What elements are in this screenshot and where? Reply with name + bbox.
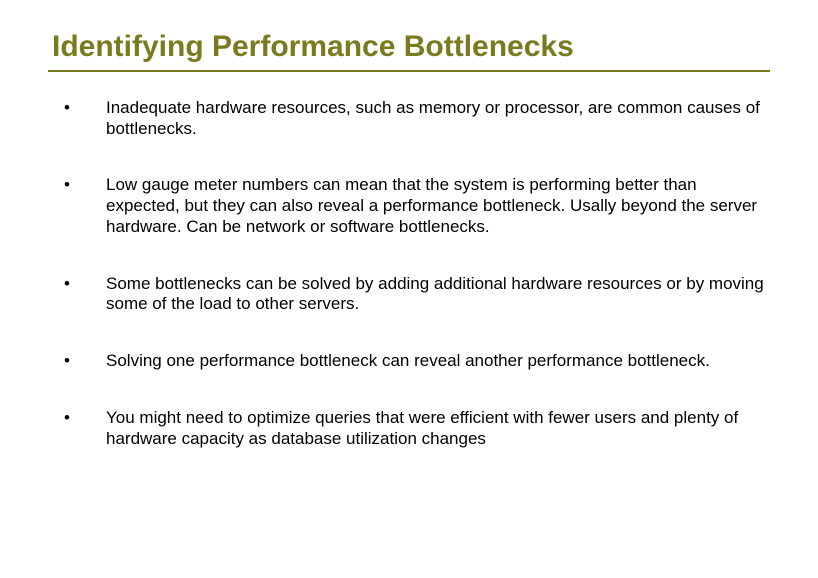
bullet-dot-icon: • [64,175,106,196]
bullet-dot-icon: • [64,408,106,429]
bullet-text: Some bottlenecks can be solved by adding… [106,274,770,315]
bullet-list: • Inadequate hardware resources, such as… [48,98,770,449]
bullet-dot-icon: • [64,274,106,295]
list-item: • Low gauge meter numbers can mean that … [64,175,770,237]
bullet-dot-icon: • [64,351,106,372]
bullet-text: Inadequate hardware resources, such as m… [106,98,770,139]
list-item: • Inadequate hardware resources, such as… [64,98,770,139]
list-item: • You might need to optimize queries tha… [64,408,770,449]
bullet-text: You might need to optimize queries that … [106,408,770,449]
list-item: • Solving one performance bottleneck can… [64,351,770,372]
list-item: • Some bottlenecks can be solved by addi… [64,274,770,315]
slide-title: Identifying Performance Bottlenecks [48,30,770,64]
title-underline-rule [48,70,770,72]
bullet-text: Solving one performance bottleneck can r… [106,351,770,372]
bullet-text: Low gauge meter numbers can mean that th… [106,175,770,237]
bullet-dot-icon: • [64,98,106,119]
